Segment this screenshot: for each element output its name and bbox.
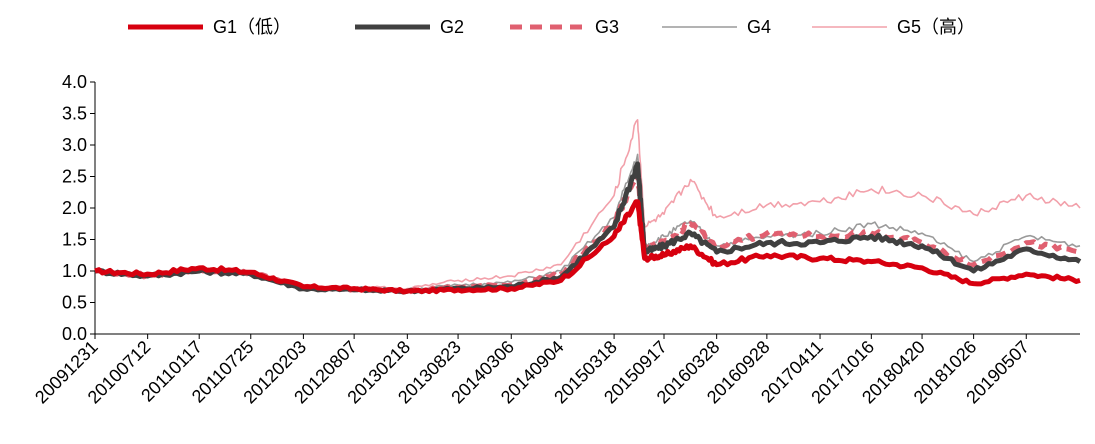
series-line-1 [94,199,1081,295]
legend: G1（低） G2 G3 G4 G5（高） [128,17,975,37]
y-tick-label: 2.0 [62,198,87,218]
y-tick-label: 4.0 [62,72,87,92]
x-axis: 2009123120100712201101172011072520120203… [31,333,1080,407]
y-tick-label: 0.0 [62,324,87,344]
legend-label-4: G4 [747,17,771,37]
y-tick-label: 3.5 [62,104,87,124]
y-tick-label: 2.5 [62,167,87,187]
y-tick-label: 3.0 [62,135,87,155]
legend-label-3: G3 [595,17,619,37]
y-tick-label: 0.5 [62,293,87,313]
y-axis: 0.0 0.5 1.0 1.5 2.0 2.5 3.0 3.5 4.0 [62,72,96,344]
legend-label-1: G1（低） [213,17,291,37]
y-tick-label: 1.0 [62,261,87,281]
series-line-5 [94,119,1081,291]
legend-label-2: G2 [440,17,464,37]
legend-label-5: G5（高） [897,17,975,37]
y-tick-label: 1.5 [62,230,87,250]
plot-area [94,119,1082,295]
